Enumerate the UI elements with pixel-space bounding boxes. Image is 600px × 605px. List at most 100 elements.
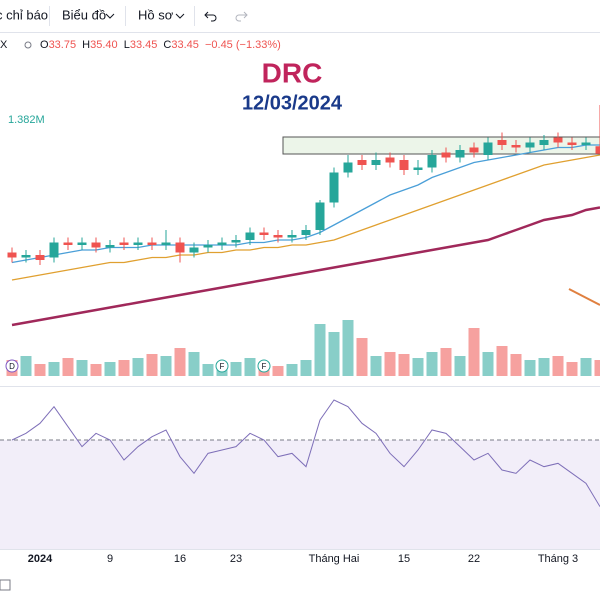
volume-bar <box>469 328 480 376</box>
volume-bar <box>581 358 592 376</box>
candle-body <box>400 160 409 170</box>
candle-body <box>316 203 325 231</box>
volume-bar <box>385 352 396 376</box>
volume-bar <box>301 360 312 376</box>
volume-bar <box>175 348 186 376</box>
volume-bar <box>329 332 340 376</box>
volume-bar <box>35 364 46 376</box>
volume-bar <box>441 348 452 376</box>
volume-bar <box>525 360 536 376</box>
candle-body <box>78 243 87 246</box>
volume-bar <box>49 362 60 376</box>
volume-bar <box>371 356 382 376</box>
volume-bar <box>455 356 466 376</box>
candle-body <box>512 145 521 148</box>
candle-body <box>442 153 451 158</box>
candle-body <box>148 243 157 246</box>
volume-bar <box>553 356 564 376</box>
candle-body <box>414 168 423 171</box>
candle-body <box>274 235 283 238</box>
volume-bar <box>231 362 242 376</box>
x-tick-label: 15 <box>398 553 410 565</box>
volume-bar <box>413 358 424 376</box>
candle-body <box>456 150 465 158</box>
x-tick-label: 23 <box>230 553 242 565</box>
candle-body <box>554 138 563 143</box>
volume-bar <box>77 360 88 376</box>
candle-body <box>246 233 255 241</box>
x-tick-label: Tháng 3 <box>538 553 578 565</box>
candle-body <box>470 148 479 153</box>
candle-body <box>218 243 227 246</box>
volume-bar <box>343 320 354 376</box>
volume-bar <box>539 358 550 376</box>
x-tick-label: 9 <box>107 553 113 565</box>
candle-body <box>134 243 143 246</box>
l-value: 33.45 <box>130 39 158 51</box>
volume-bar <box>245 358 256 376</box>
symbol: X <box>0 39 8 51</box>
volume-bar <box>399 354 410 376</box>
change: −0.45 (−1.33%) <box>205 39 281 51</box>
candle-body <box>526 143 535 148</box>
rsi-band <box>0 440 600 549</box>
volume-bar <box>21 356 32 376</box>
chart-button[interactable]: Biểu đồ <box>62 7 106 22</box>
candle-body <box>106 245 115 248</box>
volume-bar <box>91 364 102 376</box>
ohlc-legend: O33.75 H35.40 L33.45 C33.45 −0.45 (−1.33… <box>40 39 281 51</box>
volume-bar <box>427 352 438 376</box>
volume-bar <box>287 364 298 376</box>
candle-body <box>596 146 600 154</box>
indicators-button[interactable]: c chỉ báo <box>0 7 48 22</box>
candle-body <box>36 255 45 260</box>
candle-body <box>204 245 213 248</box>
candle-body <box>232 240 241 243</box>
resistance-box <box>283 137 600 154</box>
volume-bar <box>497 346 508 376</box>
volume-bar <box>133 358 144 376</box>
candle-body <box>484 143 493 156</box>
x-tick-label: 16 <box>174 553 186 565</box>
volume-bar <box>119 360 130 376</box>
candle-body <box>372 160 381 165</box>
candle-body <box>330 173 339 203</box>
candle-body <box>344 163 353 173</box>
candle-body <box>64 243 73 246</box>
h-value: 35.40 <box>90 39 118 51</box>
c-value: 33.45 <box>171 39 199 51</box>
volume-bar <box>161 356 172 376</box>
chart-title: DRC <box>262 57 323 88</box>
volume-bar <box>357 338 368 376</box>
volume-bar <box>189 352 200 376</box>
candle-body <box>288 235 297 238</box>
candle-body <box>582 143 591 146</box>
candle-body <box>358 160 367 165</box>
candle-body <box>540 140 549 145</box>
chart-subtitle: 12/03/2024 <box>242 92 343 114</box>
x-tick-label: 22 <box>468 553 480 565</box>
volume-bar <box>147 354 158 376</box>
candle-body <box>190 248 199 253</box>
volume-label: 1.382M <box>8 114 45 126</box>
h-label: H <box>82 39 90 51</box>
volume-bar <box>63 358 74 376</box>
event-label: F <box>220 362 225 371</box>
volume-bar <box>483 352 494 376</box>
volume-bar <box>273 366 284 376</box>
candle-body <box>386 158 395 163</box>
candle-body <box>162 243 171 246</box>
candle-body <box>176 243 185 253</box>
candle-body <box>120 243 129 246</box>
candle-body <box>498 140 507 145</box>
candle-body <box>22 255 31 258</box>
candle-body <box>428 155 437 168</box>
profile-button[interactable]: Hồ sơ <box>138 7 174 22</box>
volume-bar <box>105 362 116 376</box>
candle-body <box>8 253 17 258</box>
o-value: 33.75 <box>49 39 77 51</box>
event-label: F <box>262 362 267 371</box>
candle-body <box>92 243 101 248</box>
candle-body <box>260 233 269 236</box>
